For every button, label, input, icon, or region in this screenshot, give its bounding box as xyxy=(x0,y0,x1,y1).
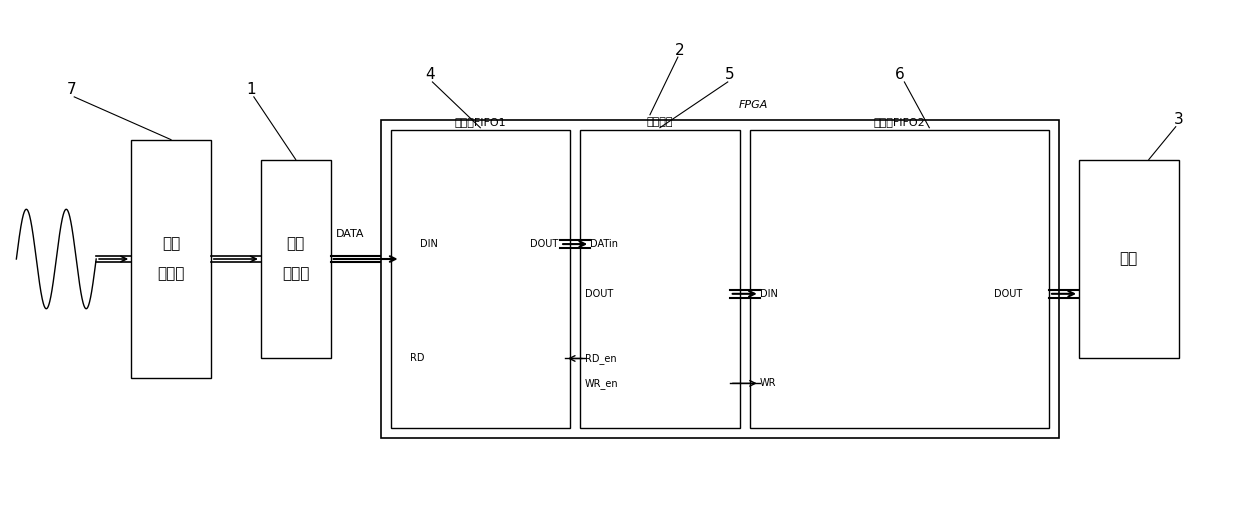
Bar xyxy=(1079,159,1179,359)
Bar xyxy=(750,130,1049,428)
Text: DOUT: DOUT xyxy=(994,289,1023,299)
Text: 2: 2 xyxy=(675,43,684,58)
Text: 屏幕: 屏幕 xyxy=(1120,252,1138,266)
Bar xyxy=(381,120,1059,438)
Text: 3: 3 xyxy=(1174,112,1184,127)
Text: RD: RD xyxy=(410,353,425,363)
Text: 模数: 模数 xyxy=(162,237,180,252)
Text: 外部: 外部 xyxy=(286,237,305,252)
Text: DATA: DATA xyxy=(336,229,365,239)
Text: 5: 5 xyxy=(725,67,734,83)
Text: 1: 1 xyxy=(246,83,255,98)
Text: DIN: DIN xyxy=(760,289,777,299)
Text: 压缩模块: 压缩模块 xyxy=(647,117,673,127)
Text: RD_en: RD_en xyxy=(585,353,616,364)
Text: 转化器: 转化器 xyxy=(157,266,185,281)
Text: 4: 4 xyxy=(425,67,435,83)
Text: 6: 6 xyxy=(894,67,904,83)
Bar xyxy=(391,130,570,428)
Text: DOUT: DOUT xyxy=(531,239,558,249)
Text: 7: 7 xyxy=(67,83,76,98)
Text: WR_en: WR_en xyxy=(585,378,619,389)
Bar xyxy=(260,159,331,359)
Bar xyxy=(131,140,211,378)
Text: DIN: DIN xyxy=(420,239,438,249)
Text: 存储器FIFO2: 存储器FIFO2 xyxy=(873,117,925,127)
Text: DATin: DATin xyxy=(590,239,618,249)
Text: DOUT: DOUT xyxy=(585,289,614,299)
Text: WR: WR xyxy=(760,378,776,388)
Text: 存储器: 存储器 xyxy=(281,266,310,281)
Bar xyxy=(580,130,740,428)
Text: FPGA: FPGA xyxy=(739,100,769,110)
Text: 存储器FIFO1: 存储器FIFO1 xyxy=(455,117,506,127)
